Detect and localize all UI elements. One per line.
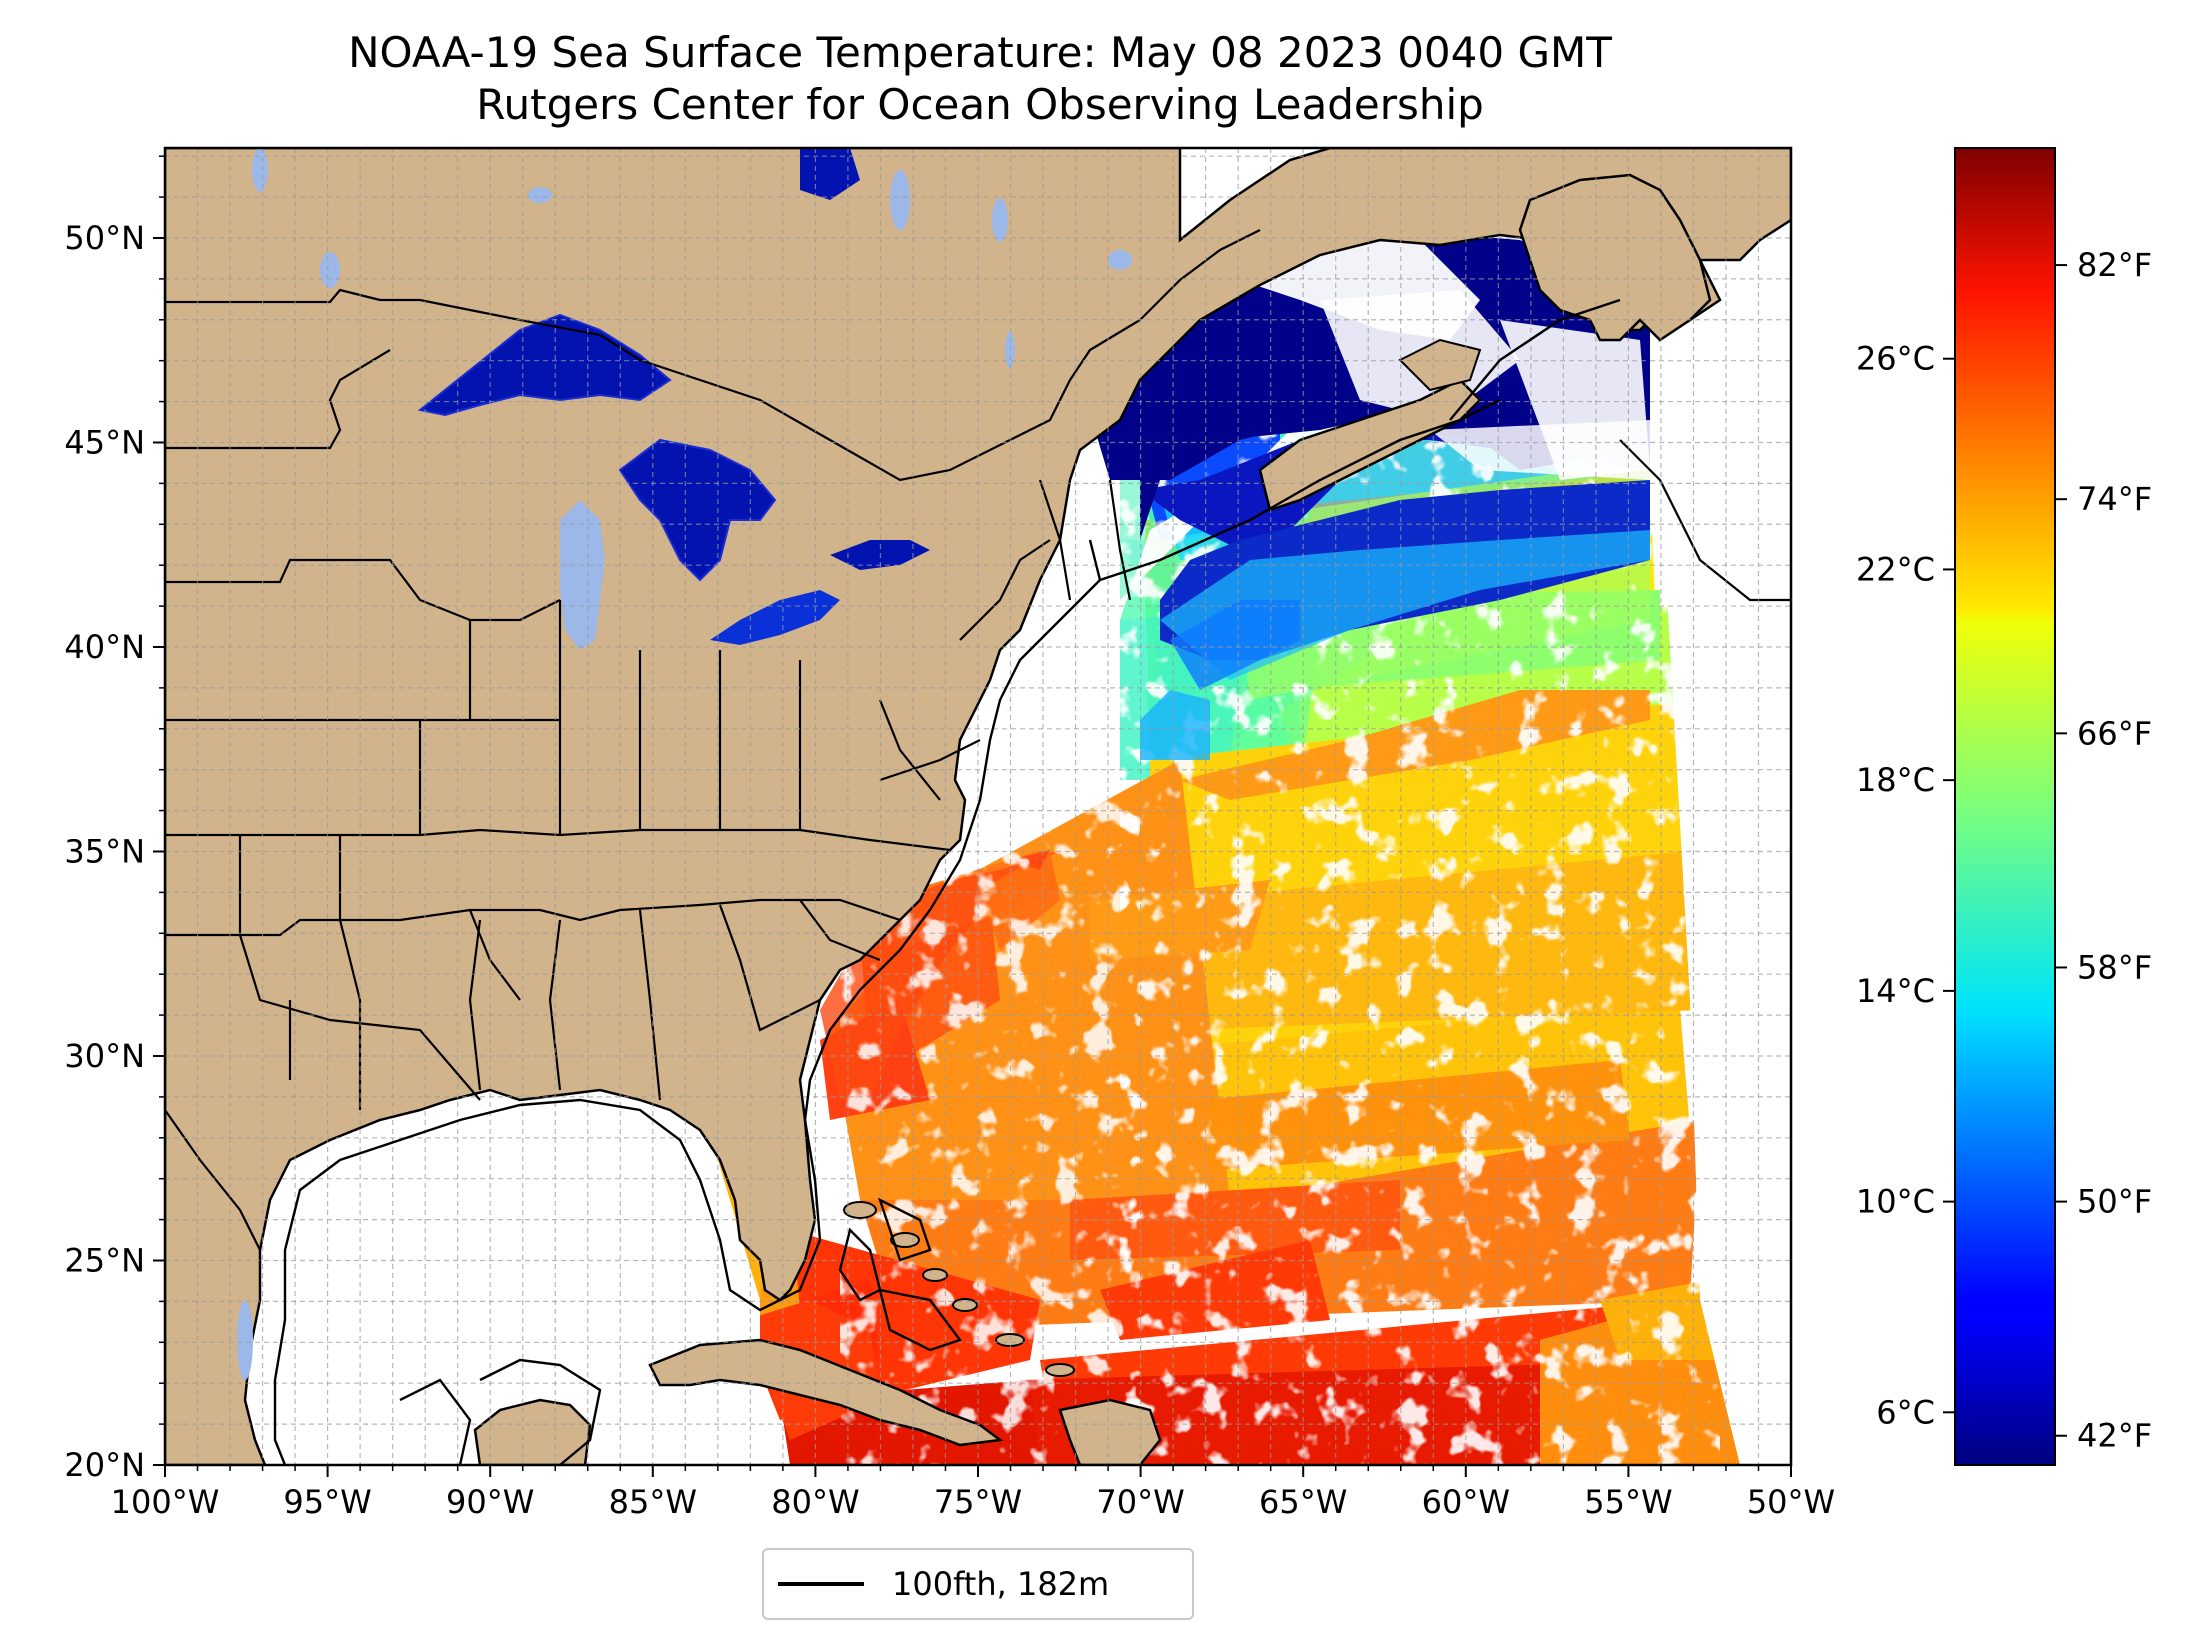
lon-tick-label: 55°W — [1584, 1483, 1672, 1521]
colorbar-fill — [1955, 148, 2055, 1465]
fahrenheit-tick-label: 82°F — [2077, 246, 2152, 284]
lat-tick-label: 40°N — [64, 628, 145, 666]
legend-label: 100fth, 182m — [892, 1565, 1110, 1603]
lon-tick-label: 75°W — [934, 1483, 1022, 1521]
lon-tick-label: 50°W — [1747, 1483, 1835, 1521]
lake-huron — [618, 438, 777, 582]
political-borders — [165, 229, 1791, 1251]
fahrenheit-tick-label: 74°F — [2077, 480, 2152, 518]
celsius-tick-label: 6°C — [1876, 1393, 1935, 1431]
celsius-tick-label: 10°C — [1856, 1183, 1935, 1221]
celsius-tick-label: 22°C — [1856, 550, 1935, 588]
lon-tick-label: 80°W — [771, 1483, 859, 1521]
cape-breton-land — [1398, 338, 1482, 392]
legend: 100fth, 182m — [762, 1548, 1194, 1620]
lat-tick-label: 45°N — [64, 423, 145, 461]
fahrenheit-tick-label: 66°F — [2077, 714, 2152, 752]
lon-tick-label: 70°W — [1096, 1483, 1184, 1521]
lat-tick-label: 35°N — [64, 832, 145, 870]
lon-tick-label: 85°W — [609, 1483, 697, 1521]
lake-erie — [710, 590, 840, 645]
map-title: NOAA-19 Sea Surface Temperature: May 08 … — [348, 28, 1612, 77]
map-axis-ticks: 100°W 95°W 90°W 85°W 80°W 75°W 70°W 65°W 60°W 55°… — [64, 155, 1835, 1521]
celsius-tick-label: 14°C — [1856, 972, 1935, 1010]
map-subtitle: Rutgers Center for Ocean Observing Leade… — [476, 80, 1484, 129]
lon-tick-label: 65°W — [1259, 1483, 1347, 1521]
fahrenheit-tick-label: 42°F — [2077, 1417, 2152, 1455]
lat-tick-label: 50°N — [64, 219, 145, 257]
hispaniola-land — [1058, 1398, 1162, 1465]
lon-tick-label: 90°W — [446, 1483, 534, 1521]
small-lakes — [237, 148, 1132, 1380]
legend-line-swatch — [778, 1582, 864, 1586]
lat-tick-label: 30°N — [64, 1037, 145, 1075]
celsius-tick-label: 18°C — [1856, 761, 1935, 799]
colorbar: 6°C 10°C 14°C 18°C 22°C 26°C 42°F 50°F 58°F 66°F 7… — [1856, 147, 2152, 1466]
grid-lines — [165, 148, 1791, 1465]
lon-tick-label: 95°W — [283, 1483, 371, 1521]
newfoundland-land — [1518, 173, 1712, 342]
map-panel: 100°W 95°W 90°W 85°W 80°W 75°W 70°W 65°W 60°W 55°… — [64, 146, 1835, 1521]
isobath-100fth — [273, 298, 1621, 1465]
lat-tick-label: 20°N — [64, 1446, 145, 1484]
colorbar-frame — [1954, 147, 2056, 1466]
sst-swath — [165, 225, 1791, 1465]
colorbar-ticks: 6°C 10°C 14°C 18°C 22°C 26°C 42°F 50°F 58°F 66°F 7… — [1856, 246, 2152, 1455]
lon-tick-label: 100°W — [111, 1483, 220, 1521]
fahrenheit-tick-label: 50°F — [2077, 1183, 2152, 1221]
celsius-tick-label: 26°C — [1856, 340, 1935, 378]
lon-tick-label: 60°W — [1422, 1483, 1510, 1521]
lat-tick-label: 25°N — [64, 1241, 145, 1279]
bahamas-islands — [843, 1201, 1075, 1377]
lake-michigan — [560, 500, 605, 650]
fahrenheit-tick-label: 58°F — [2077, 948, 2152, 986]
